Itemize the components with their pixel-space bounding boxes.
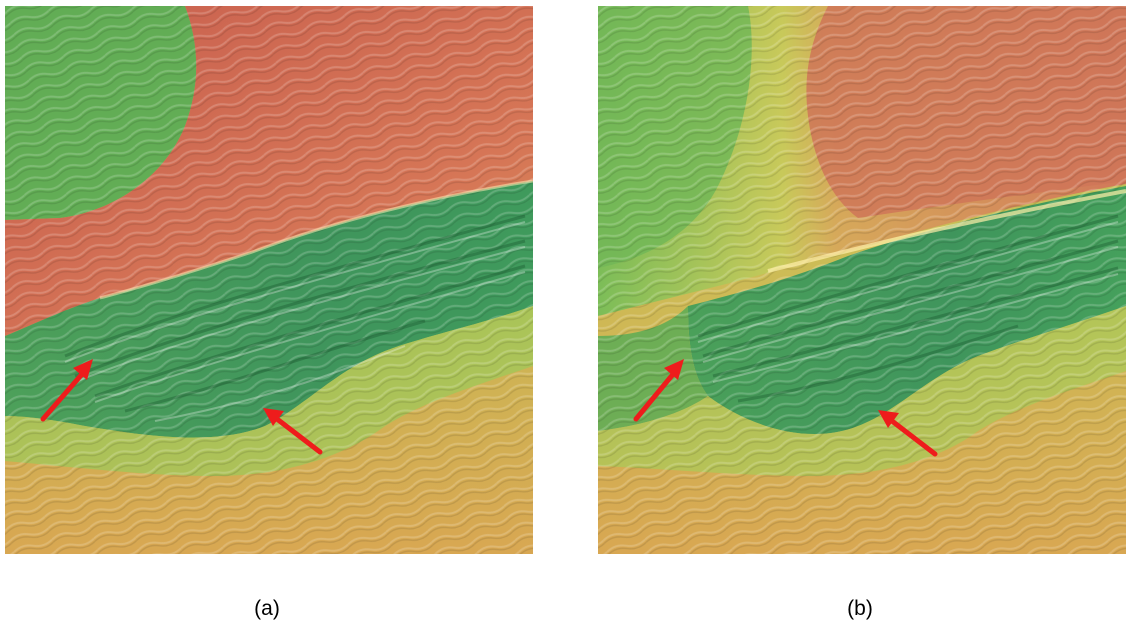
caption-b: (b): [847, 597, 873, 620]
arrow-left-a: [40, 359, 93, 422]
arrow-right-b: [878, 410, 938, 457]
arrow-right-a: [263, 408, 323, 455]
map-image-b: [598, 6, 1126, 554]
arrow-left-b: [633, 359, 684, 422]
map-image-a: [5, 6, 533, 554]
seismic-map-panel-b: [598, 6, 1126, 554]
seismic-map-panel-a: [5, 6, 533, 554]
caption-a: (a): [254, 597, 280, 620]
